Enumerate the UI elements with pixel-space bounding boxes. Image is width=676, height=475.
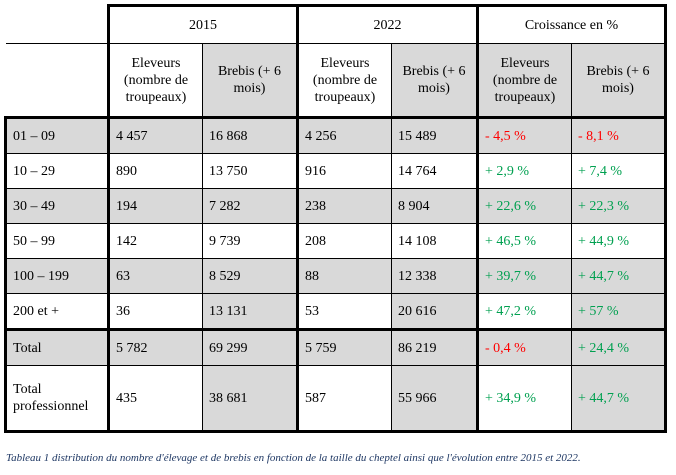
brebis-2022-cell: 14 764 <box>391 153 478 189</box>
growth-eleveurs-cell: - 0,4 % <box>476 328 572 366</box>
header-2022: 2022 <box>296 4 478 44</box>
eleveurs-2022-cell: 88 <box>296 258 392 294</box>
row-label: 50 – 99 <box>4 223 109 259</box>
eleveurs-2015-cell: 4 457 <box>107 116 203 154</box>
table-row: 100 – 199 63 8 529 88 12 338 + 39,7 % + … <box>4 258 667 294</box>
eleveurs-2022-cell: 4 256 <box>296 116 392 154</box>
eleveurs-2015-cell: 36 <box>107 293 203 331</box>
growth-eleveurs-cell: + 2,9 % <box>476 153 572 189</box>
header-growth: Croissance en % <box>476 4 667 44</box>
growth-brebis-cell: + 44,9 % <box>571 223 667 259</box>
growth-brebis-cell: + 57 % <box>571 293 667 331</box>
eleveurs-2015-cell: 5 782 <box>107 328 203 366</box>
table-row: 10 – 29 890 13 750 916 14 764 + 2,9 % + … <box>4 153 667 189</box>
header-2015: 2015 <box>107 4 298 44</box>
table-caption: Tableau 1 distribution du nombre d'éleva… <box>6 452 581 464</box>
header-brebis-2015: Brebis (+ 6 mois) <box>202 43 298 118</box>
eleveurs-2022-cell: 5 759 <box>296 328 392 366</box>
brebis-2015-cell: 7 282 <box>202 188 298 224</box>
eleveurs-2015-cell: 890 <box>107 153 203 189</box>
row-label: 100 – 199 <box>4 258 109 294</box>
row-label: 30 – 49 <box>4 188 109 224</box>
row-label: 200 et + <box>4 293 109 331</box>
eleveurs-2015-cell: 63 <box>107 258 203 294</box>
corner-cell <box>5 5 109 44</box>
brebis-2022-cell: 14 108 <box>391 223 478 259</box>
brebis-2015-cell: 38 681 <box>202 365 298 433</box>
growth-brebis-cell: + 44,7 % <box>571 365 667 433</box>
brebis-2015-cell: 69 299 <box>202 328 298 366</box>
table-row: 01 – 09 4 457 16 868 4 256 15 489 - 4,5 … <box>4 116 667 154</box>
growth-brebis-cell: - 8,1 % <box>571 116 667 154</box>
table-row: 200 et + 36 13 131 53 20 616 + 47,2 % + … <box>4 293 667 331</box>
brebis-2022-cell: 8 904 <box>391 188 478 224</box>
header-brebis-growth: Brebis (+ 6 mois) <box>571 43 667 118</box>
header-brebis-2022: Brebis (+ 6 mois) <box>391 43 478 118</box>
growth-brebis-cell: + 7,4 % <box>571 153 667 189</box>
eleveurs-2022-cell: 53 <box>296 293 392 331</box>
growth-eleveurs-cell: + 46,5 % <box>476 223 572 259</box>
growth-eleveurs-cell: + 34,9 % <box>476 365 572 433</box>
eleveurs-2022-cell: 916 <box>296 153 392 189</box>
eleveurs-2015-cell: 194 <box>107 188 203 224</box>
eleveurs-2015-cell: 142 <box>107 223 203 259</box>
brebis-2015-cell: 16 868 <box>202 116 298 154</box>
brebis-2022-cell: 20 616 <box>391 293 478 331</box>
growth-brebis-cell: + 44,7 % <box>571 258 667 294</box>
eleveurs-2022-cell: 238 <box>296 188 392 224</box>
row-label: 01 – 09 <box>4 116 109 154</box>
cheptel-table: 2015 2022 Croissance en % Eleveurs (nomb… <box>4 4 667 433</box>
eleveurs-2022-cell: 208 <box>296 223 392 259</box>
growth-brebis-cell: + 22,3 % <box>571 188 667 224</box>
corner-cell-2 <box>5 43 109 118</box>
brebis-2015-cell: 13 131 <box>202 293 298 331</box>
brebis-2015-cell: 8 529 <box>202 258 298 294</box>
brebis-2022-cell: 86 219 <box>391 328 478 366</box>
header-eleveurs-2022: Eleveurs (nombre de troupeaux) <box>296 43 392 118</box>
table-row: 50 – 99 142 9 739 208 14 108 + 46,5 % + … <box>4 223 667 259</box>
header-eleveurs-2015: Eleveurs (nombre de troupeaux) <box>107 43 203 118</box>
growth-eleveurs-cell: - 4,5 % <box>476 116 572 154</box>
growth-eleveurs-cell: + 47,2 % <box>476 293 572 331</box>
eleveurs-2015-cell: 435 <box>107 365 203 433</box>
header-row-years: 2015 2022 Croissance en % <box>5 4 667 44</box>
brebis-2015-cell: 13 750 <box>202 153 298 189</box>
eleveurs-2022-cell: 587 <box>296 365 392 433</box>
row-label: Total <box>4 328 109 366</box>
growth-eleveurs-cell: + 39,7 % <box>476 258 572 294</box>
table-row: 30 – 49 194 7 282 238 8 904 + 22,6 % + 2… <box>4 188 667 224</box>
table-container: 2015 2022 Croissance en % Eleveurs (nomb… <box>4 4 667 433</box>
header-row-sub: Eleveurs (nombre de troupeaux) Brebis (+… <box>5 43 667 118</box>
brebis-2022-cell: 55 966 <box>391 365 478 433</box>
row-label: 10 – 29 <box>4 153 109 189</box>
total-row: Total 5 782 69 299 5 759 86 219 - 0,4 % … <box>4 328 667 366</box>
row-label: Total professionnel <box>4 365 109 433</box>
brebis-2022-cell: 12 338 <box>391 258 478 294</box>
brebis-2015-cell: 9 739 <box>202 223 298 259</box>
header-eleveurs-growth: Eleveurs (nombre de troupeaux) <box>476 43 572 118</box>
brebis-2022-cell: 15 489 <box>391 116 478 154</box>
growth-brebis-cell: + 24,4 % <box>571 328 667 366</box>
growth-eleveurs-cell: + 22,6 % <box>476 188 572 224</box>
total-pro-row: Total professionnel 435 38 681 587 55 96… <box>4 365 667 433</box>
